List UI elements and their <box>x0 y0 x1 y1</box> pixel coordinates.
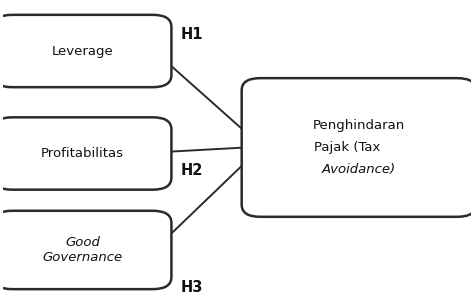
Text: Leverage: Leverage <box>52 45 113 57</box>
Text: Profitabilitas: Profitabilitas <box>41 147 124 160</box>
Text: Pajak ( Tax: Pajak ( Tax <box>324 141 393 154</box>
Text: Pajak (​Tax: Pajak (​Tax <box>314 141 380 154</box>
FancyBboxPatch shape <box>274 137 443 158</box>
Text: H2: H2 <box>181 163 203 177</box>
FancyBboxPatch shape <box>0 117 172 190</box>
FancyBboxPatch shape <box>0 211 172 289</box>
Text: Good
Governance: Good Governance <box>42 236 122 264</box>
FancyBboxPatch shape <box>0 15 172 87</box>
FancyBboxPatch shape <box>242 78 474 217</box>
Text: H1: H1 <box>181 27 203 42</box>
Text: Penghindaran: Penghindaran <box>313 119 405 132</box>
Text: Avoidance): Avoidance) <box>322 163 396 176</box>
Text: H3: H3 <box>181 280 203 295</box>
